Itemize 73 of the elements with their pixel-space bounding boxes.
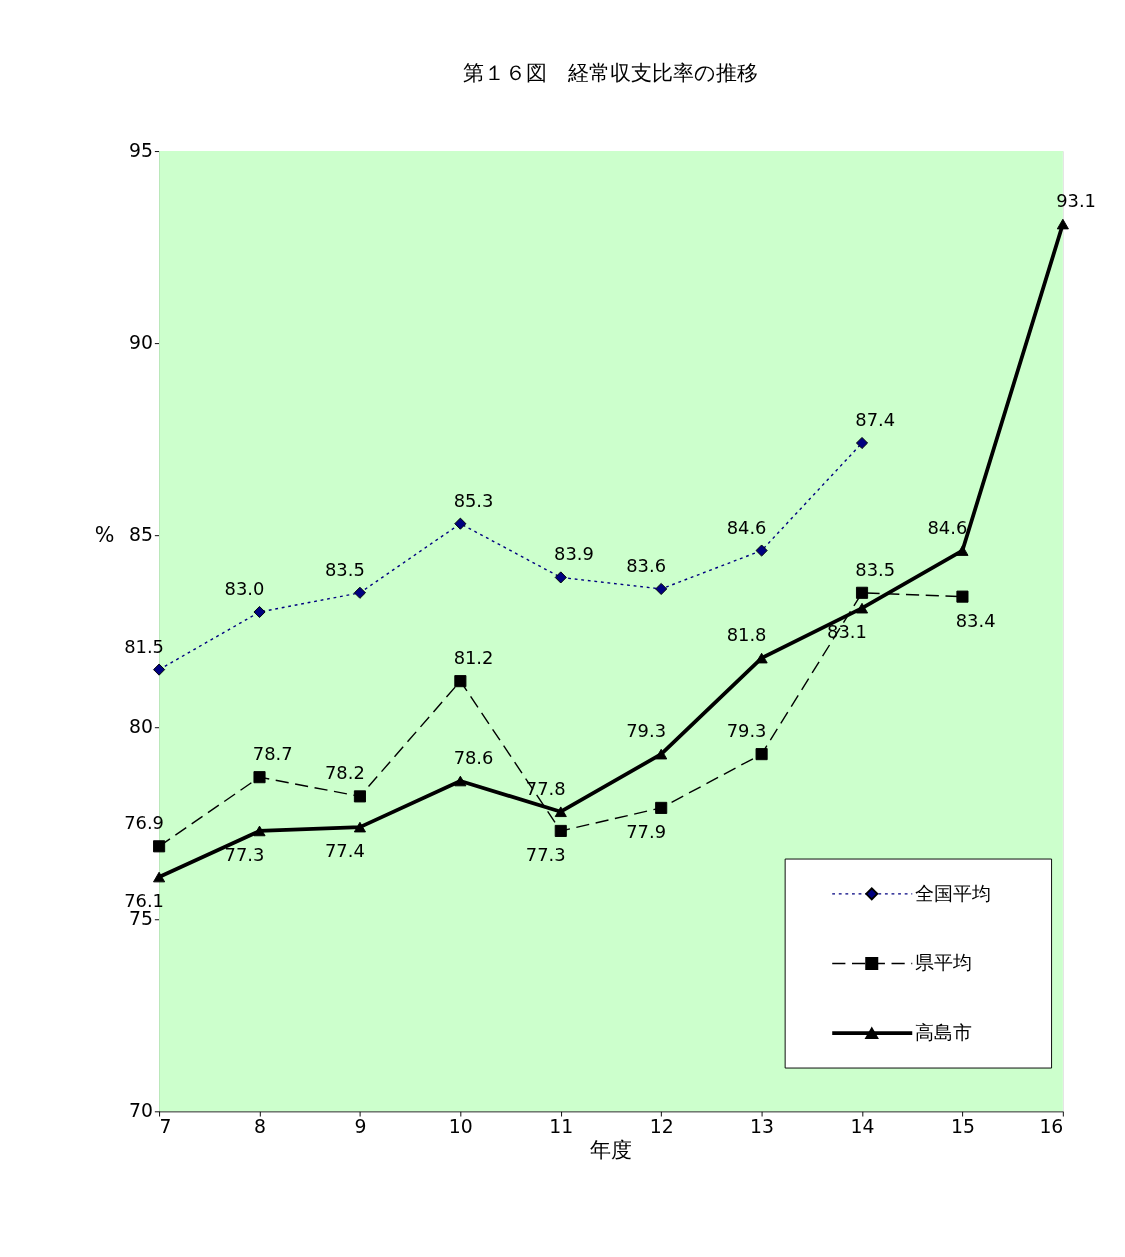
y-tick-label: 90 [129, 332, 153, 354]
point [253, 605, 266, 619]
x-tick-label: 11 [549, 1116, 574, 1138]
data-label: 77.4 [324, 840, 365, 862]
data-label: 83.4 [955, 609, 996, 631]
data-label: 77.8 [525, 777, 566, 799]
data-label: 79.3 [726, 720, 767, 742]
point [554, 806, 567, 818]
y-tick-label: 85 [129, 524, 153, 546]
legend-label: 全国平均 [915, 882, 992, 904]
data-label: 83.5 [324, 558, 365, 580]
x-tick-label: 7 [159, 1116, 172, 1138]
x-tick-label: 8 [254, 1116, 266, 1138]
data-label: 84.6 [726, 516, 767, 538]
point [956, 590, 969, 603]
point [855, 586, 869, 599]
point [1056, 218, 1069, 230]
data-label: 83.0 [224, 578, 265, 600]
y-tick-label: 80 [129, 716, 153, 738]
y-axis-title: % [94, 523, 115, 548]
data-label: 77.3 [224, 844, 265, 866]
x-tick-label: 10 [448, 1116, 473, 1138]
point [153, 871, 166, 883]
y-tick-label: 95 [129, 140, 153, 162]
chart-title: 第１６図 経常収支比率の推移 [463, 61, 759, 86]
data-label: 79.3 [626, 720, 667, 742]
data-label: 85.3 [453, 489, 494, 511]
x-tick-label: 9 [354, 1116, 367, 1138]
point [755, 544, 768, 557]
point [353, 821, 366, 833]
point [353, 586, 366, 599]
point [655, 748, 668, 760]
point [655, 582, 668, 595]
point [855, 436, 869, 450]
data-label: 77.9 [626, 821, 667, 843]
x-tick-label: 13 [750, 1116, 775, 1138]
point [554, 824, 567, 837]
x-tick-label: 15 [950, 1116, 975, 1138]
data-label: 84.6 [927, 516, 968, 538]
point [655, 801, 668, 814]
data-label: 81.5 [124, 635, 164, 657]
data-label: 78.2 [324, 762, 365, 784]
point [956, 545, 969, 556]
data-label: 78.7 [252, 743, 293, 765]
point [855, 602, 869, 614]
point [353, 790, 366, 803]
point [755, 748, 768, 761]
x-tick-label: 14 [850, 1116, 875, 1138]
point [554, 571, 567, 584]
data-label: 83.9 [554, 543, 594, 565]
legend-label: 県平均 [915, 952, 973, 974]
legend-label: 高島市 [915, 1021, 973, 1043]
data-label: 76.9 [124, 812, 164, 834]
data-label: 81.8 [726, 624, 767, 646]
data-label: 87.4 [855, 409, 896, 431]
point [253, 825, 266, 837]
x-tick-label: 12 [649, 1116, 674, 1138]
point [755, 652, 768, 664]
point [454, 775, 467, 787]
point [153, 840, 166, 853]
data-label: 83.5 [855, 558, 896, 580]
data-label: 81.2 [453, 647, 494, 669]
x-axis-title: 年度 [590, 1138, 633, 1162]
point [153, 663, 166, 676]
point [454, 517, 467, 530]
data-label: 78.6 [453, 747, 494, 769]
data-label: 83.6 [626, 555, 667, 577]
data-label: 93.1 [1056, 190, 1096, 212]
point [454, 675, 467, 688]
point [253, 771, 266, 784]
y-tick-label: 70 [129, 1100, 153, 1122]
x-tick-label: 16 [1039, 1116, 1064, 1138]
data-label: 77.3 [525, 844, 566, 866]
